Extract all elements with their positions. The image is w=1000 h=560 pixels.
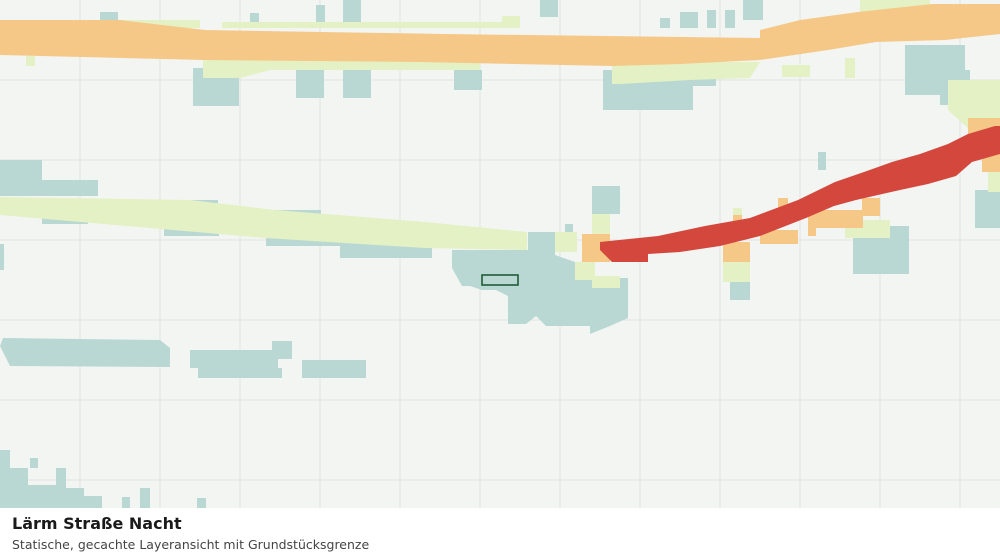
parcel-boundary xyxy=(481,274,519,286)
map-subtitle: Statische, gecachte Layeransicht mit Gru… xyxy=(12,537,370,552)
noise-very-high xyxy=(600,126,1000,262)
caption-bar: Lärm Straße Nacht Statische, gecachte La… xyxy=(0,508,1000,560)
map-title: Lärm Straße Nacht xyxy=(12,514,182,533)
map-canvas xyxy=(0,0,1000,508)
noise-high xyxy=(0,4,1000,262)
noise-mid xyxy=(0,0,1000,288)
